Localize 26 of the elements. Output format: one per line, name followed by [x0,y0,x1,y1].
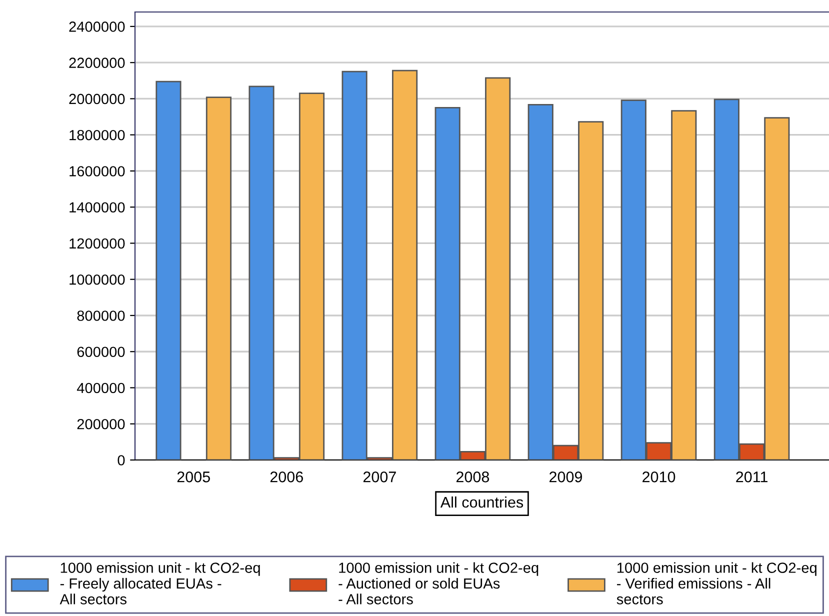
y-tick-label: 200000 [77,418,125,430]
x-tick-label: 2011 [736,472,768,482]
y-tick-label: 1600000 [70,166,125,176]
y-tick-label: 1400000 [70,202,125,213]
y-tick-label: 1000000 [70,274,125,285]
legend-label: 1000 emission unit - kt CO2-eq - Auctioned or sold EUAs - All sectors [338,562,538,604]
y-tick-label: 2000000 [69,94,125,104]
y-tick-label: 2200000 [69,58,125,68]
bar [156,80,182,460]
legend-label: 1000 emission unit - kt CO2-eq - Verified emissions - All sectors [616,562,816,604]
bar [206,96,232,460]
x-tick-label: 2008 [456,472,490,482]
y-tick-label: 400000 [76,382,125,394]
y-tick-label: 800000 [77,310,125,321]
x-axis-title: All countries [440,496,524,508]
x-tick-label: 2006 [270,472,303,482]
y-tick-label: 1800000 [70,130,125,140]
x-tick-label: 2009 [550,472,582,482]
legend-label: 1000 emission unit - kt CO2-eq - Freely allocated EUAs - All sectors [60,562,260,604]
y-tick-label: 2400000 [69,22,125,32]
y-tick-label: 1200000 [70,238,125,249]
y-tick-label: 600000 [77,346,125,358]
x-tick-label: 2010 [642,472,676,482]
x-tick-label: 2005 [177,472,210,482]
x-tick-label: 2007 [363,472,396,482]
y-tick-label: 0 [118,455,125,466]
